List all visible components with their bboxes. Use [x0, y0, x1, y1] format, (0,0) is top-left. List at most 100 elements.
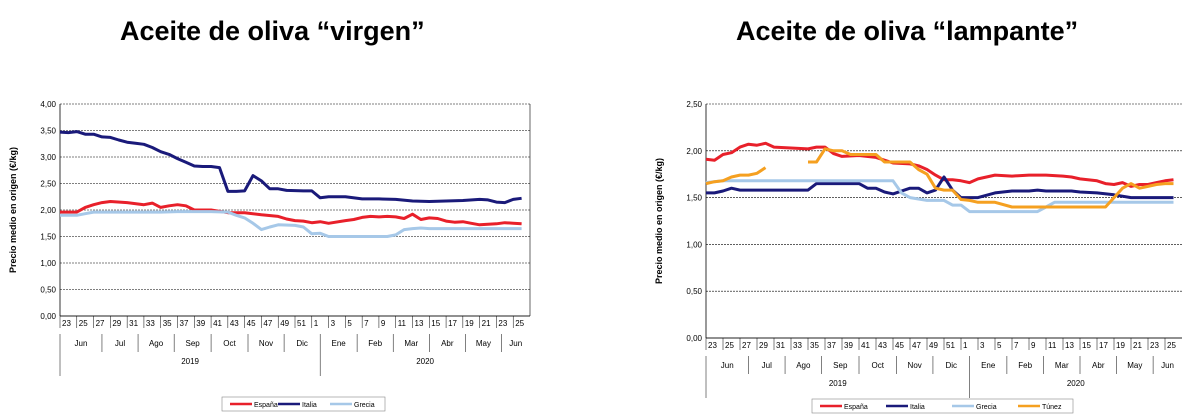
x-week-label: 27 [742, 341, 751, 350]
x-week-label: 51 [297, 319, 306, 328]
x-month-label: Mar [404, 339, 418, 348]
x-month-label: Feb [1018, 361, 1032, 370]
x-week-label: 1 [314, 319, 319, 328]
x-week-label: 11 [398, 319, 407, 328]
y-axis-label: Precio medio en origen (€/kg) [654, 158, 664, 284]
y-tick-label: 2,00 [40, 206, 56, 215]
x-week-label: 7 [1014, 341, 1019, 350]
x-month-label: Feb [368, 339, 382, 348]
x-month-label: Ene [332, 339, 347, 348]
y-tick-label: 2,00 [686, 147, 702, 156]
x-month-label: Jun [75, 339, 88, 348]
x-week-label: 17 [448, 319, 457, 328]
x-week-label: 5 [347, 319, 352, 328]
x-week-label: 25 [79, 319, 88, 328]
x-week-label: 27 [96, 319, 105, 328]
legend-label: Túnez [1042, 404, 1062, 411]
x-week-label: 17 [1099, 341, 1108, 350]
x-week-label: 23 [1150, 341, 1159, 350]
x-week-label: 23 [62, 319, 71, 328]
x-week-label: 15 [431, 319, 440, 328]
x-week-label: 43 [878, 341, 887, 350]
x-week-label: 3 [331, 319, 336, 328]
series-line-túnez [705, 166, 767, 186]
x-month-label: Jun [509, 339, 522, 348]
x-month-label: Ene [981, 361, 996, 370]
series-line-grecia [705, 179, 1174, 214]
x-month-label: Dic [945, 361, 957, 370]
x-week-label: 39 [844, 341, 853, 350]
x-week-label: 29 [759, 341, 768, 350]
x-month-label: Nov [259, 339, 273, 348]
y-tick-label: 4,00 [40, 100, 56, 109]
legend-label: Grecia [354, 402, 375, 409]
x-week-label: 31 [129, 319, 138, 328]
x-week-label: 37 [180, 319, 189, 328]
y-tick-label: 0,50 [40, 286, 56, 295]
x-week-label: 9 [1031, 341, 1036, 350]
x-week-label: 7 [364, 319, 369, 328]
legend-frame [811, 398, 1074, 414]
x-month-label: Jun [1161, 361, 1174, 370]
x-month-label: May [476, 339, 491, 348]
x-week-label: 5 [997, 341, 1002, 350]
x-week-label: 25 [1167, 341, 1176, 350]
x-week-label: 19 [465, 319, 474, 328]
series-line-españa [705, 141, 1174, 188]
x-week-label: 33 [793, 341, 802, 350]
legend-label: España [254, 402, 278, 409]
x-week-label: 9 [381, 319, 386, 328]
y-tick-label: 1,50 [686, 194, 702, 203]
legend-label: Grecia [976, 404, 997, 411]
series-line-españa [60, 200, 522, 227]
x-week-label: 25 [515, 319, 524, 328]
y-tick-label: 0,00 [40, 312, 56, 321]
x-week-label: 19 [1116, 341, 1125, 350]
x-month-label: Sep [185, 339, 200, 348]
x-week-label: 35 [163, 319, 172, 328]
x-week-label: 11 [1048, 341, 1057, 350]
x-week-label: 43 [230, 319, 239, 328]
x-week-label: 45 [895, 341, 904, 350]
x-month-label: Dic [296, 339, 308, 348]
series-line-túnez [808, 147, 1174, 209]
x-month-label: Oct [871, 361, 884, 370]
series-line-italia [59, 130, 522, 205]
legend-label: Italia [910, 404, 925, 411]
chart-title-virgen: Aceite de oliva “virgen” [120, 16, 425, 46]
x-week-label: 1 [963, 341, 968, 350]
x-week-label: 49 [929, 341, 938, 350]
y-tick-label: 2,50 [40, 180, 56, 189]
x-week-label: 41 [861, 341, 870, 350]
x-month-label: Oct [223, 339, 236, 348]
x-week-label: 33 [146, 319, 155, 328]
x-week-label: 47 [912, 341, 921, 350]
x-week-label: 21 [1133, 341, 1142, 350]
x-week-label: 49 [280, 319, 289, 328]
legend-frame [221, 396, 386, 412]
x-week-label: 13 [415, 319, 424, 328]
x-week-label: 41 [213, 319, 222, 328]
x-week-label: 39 [196, 319, 205, 328]
x-month-label: Ago [796, 361, 811, 370]
x-week-label: 37 [827, 341, 836, 350]
x-month-label: Jul [762, 361, 772, 370]
series-line-italia [706, 175, 1174, 200]
x-year-label: 2020 [1067, 379, 1085, 388]
x-week-label: 29 [112, 319, 121, 328]
x-month-label: Jun [721, 361, 734, 370]
legend-label: España [844, 404, 868, 411]
x-year-label: 2019 [181, 357, 199, 366]
y-tick-label: 0,00 [686, 334, 702, 343]
x-week-label: 35 [810, 341, 819, 350]
x-month-label: Abr [1092, 361, 1105, 370]
y-axis-label: Precio medio en origen (€/kg) [8, 147, 18, 273]
x-month-label: May [1127, 361, 1142, 370]
x-week-label: 21 [482, 319, 491, 328]
x-week-label: 51 [946, 341, 955, 350]
y-tick-label: 3,50 [40, 127, 56, 136]
y-tick-label: 0,50 [686, 287, 702, 296]
series-line-grecia [60, 210, 522, 238]
x-year-label: 2020 [416, 357, 434, 366]
